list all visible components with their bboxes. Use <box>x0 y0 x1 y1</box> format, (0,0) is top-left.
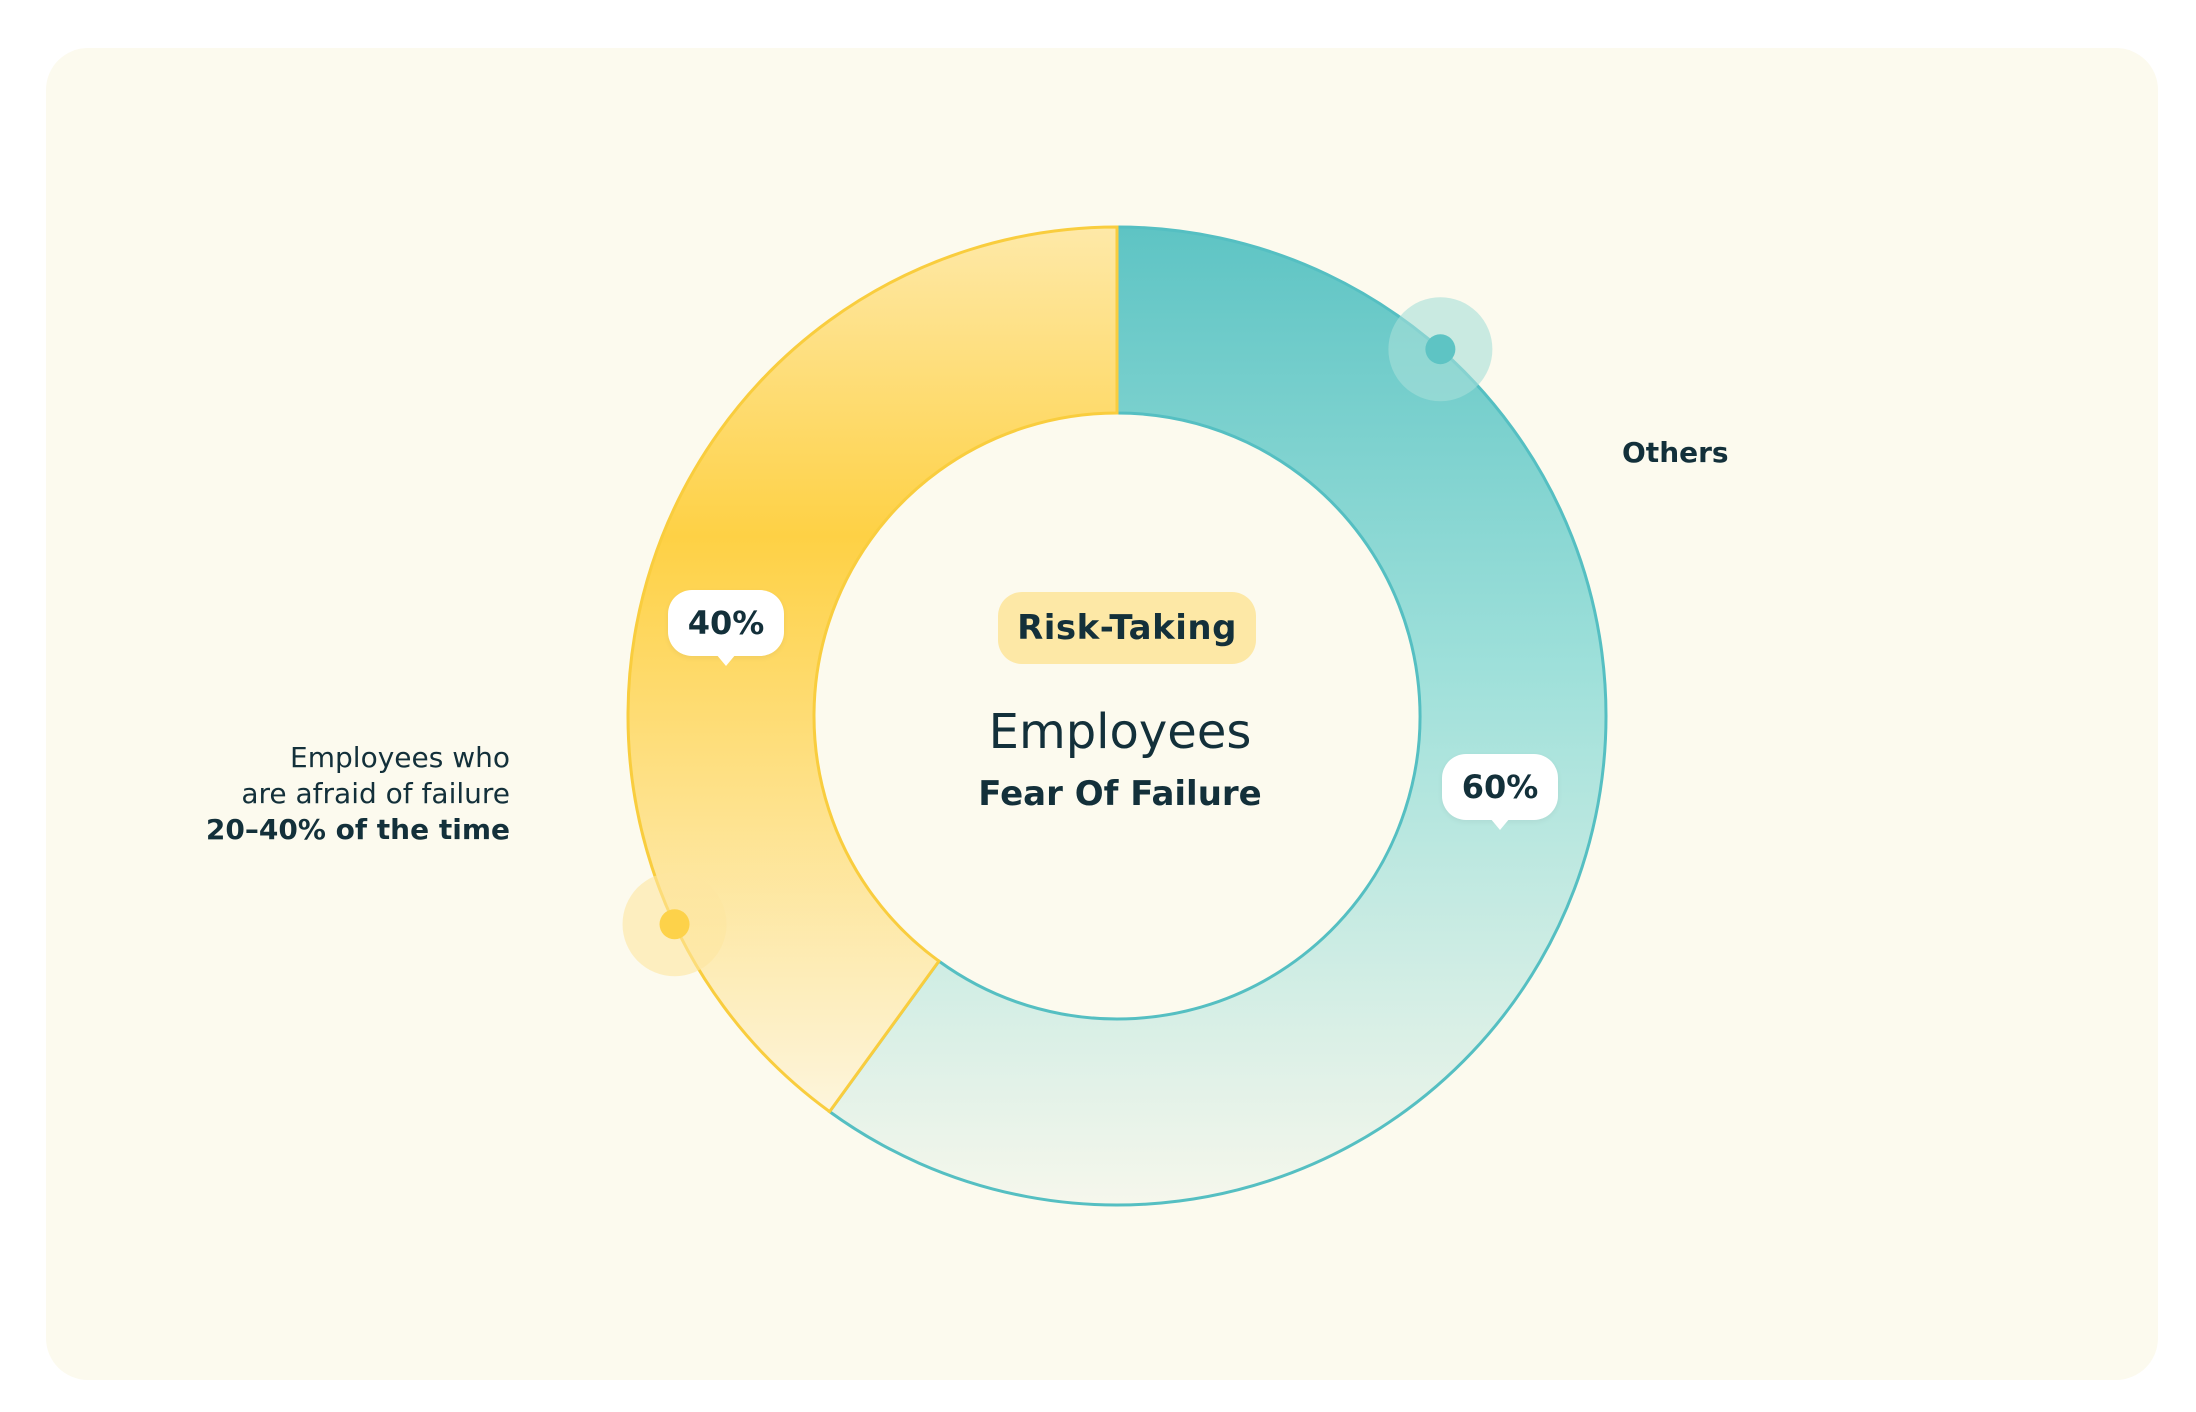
legend-afraid-line1: Employees who <box>290 741 510 774</box>
chart-subtitle: Fear Of Failure <box>978 774 1262 814</box>
slice-markers <box>622 297 1493 977</box>
legend-afraid-line2: are afraid of failure <box>241 777 510 810</box>
marker-afraid-dot <box>659 909 690 940</box>
marker-others-dot <box>1425 334 1456 365</box>
category-tag: Risk-Taking <box>998 592 1256 664</box>
data-label-others: 60% <box>1442 754 1558 830</box>
chart-title: Employees <box>988 704 1252 760</box>
legend-afraid: Employees who are afraid of failure 20–4… <box>160 740 510 848</box>
legend-others: Others <box>1622 436 1729 469</box>
legend-afraid-line3: 20–40% of the time <box>205 813 510 846</box>
data-label-afraid: 40% <box>668 590 784 666</box>
slice-others <box>827 225 1608 1207</box>
donut-slices <box>626 225 1608 1207</box>
slice-afraid <box>626 225 1119 1114</box>
